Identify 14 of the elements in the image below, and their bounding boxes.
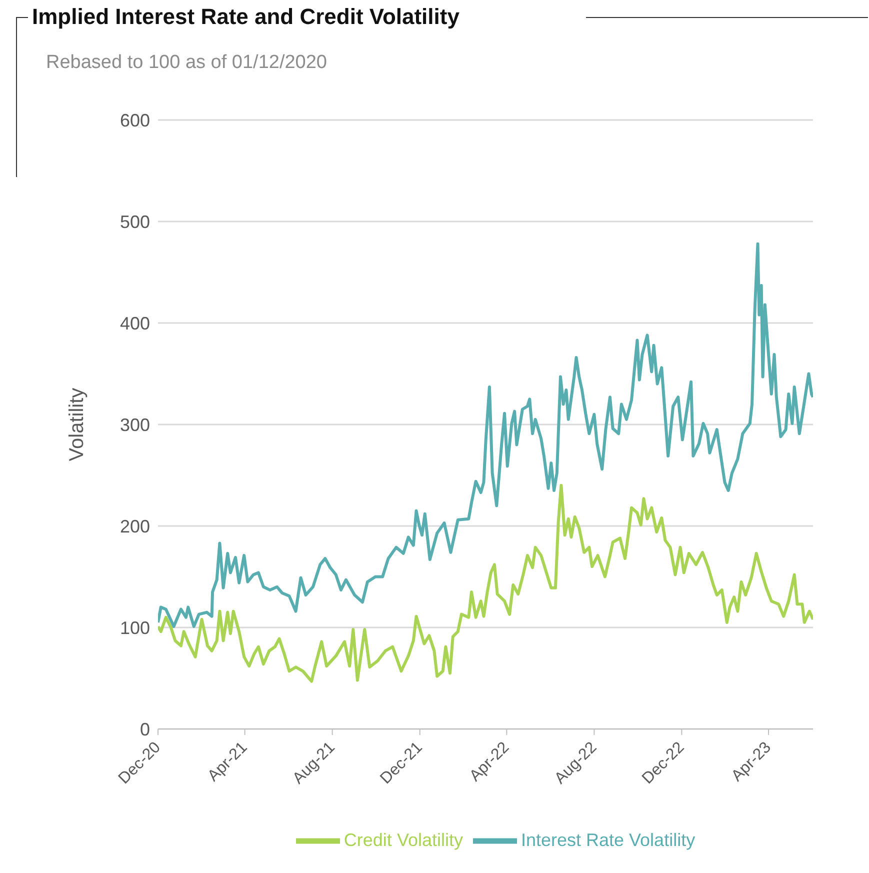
chart-title: Implied Interest Rate and Credit Volatility bbox=[32, 4, 460, 30]
line-series bbox=[158, 484, 813, 683]
y-tick-label: 600 bbox=[120, 110, 150, 130]
y-tick-label: 100 bbox=[120, 618, 150, 638]
legend-label: Credit Volatility bbox=[344, 830, 463, 850]
y-tick-label: 0 bbox=[140, 719, 150, 740]
y-tick-label: 200 bbox=[120, 516, 150, 536]
line-series bbox=[158, 242, 813, 628]
chart-subtitle: Rebased to 100 as of 01/12/2020 bbox=[46, 52, 328, 74]
legend-label: Interest Rate Volatility bbox=[520, 830, 696, 850]
y-tick-label: 400 bbox=[120, 313, 150, 334]
y-tick-label: 300 bbox=[120, 414, 150, 435]
y-tick-label: 500 bbox=[120, 212, 150, 232]
y-axis-title: Volatility bbox=[66, 388, 88, 462]
